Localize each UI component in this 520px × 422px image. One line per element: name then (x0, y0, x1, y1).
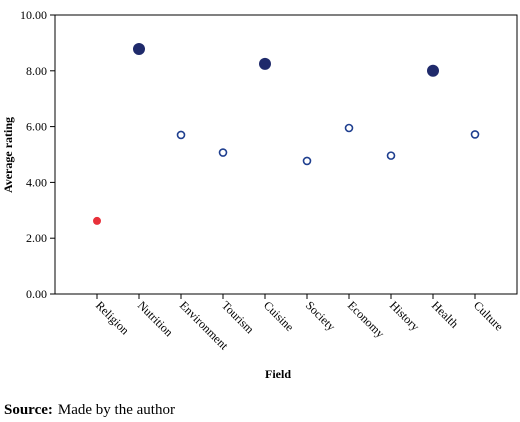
y-tick-label: 6.00 (26, 120, 47, 134)
point (386, 151, 396, 160)
point (133, 43, 145, 56)
point (344, 123, 354, 133)
x-tick-label: Nutrition (135, 298, 176, 339)
point (427, 64, 439, 77)
y-axis-label: Average rating (1, 117, 15, 193)
point (470, 130, 480, 139)
x-tick-label: Culture (471, 298, 506, 333)
x-tick-label: Health (429, 298, 462, 331)
y-tick-label: 10.00 (20, 8, 47, 22)
x-tick-label: Tourism (219, 298, 258, 337)
x-axis-label: Field (265, 367, 291, 381)
y-tick-label: 8.00 (26, 64, 47, 78)
source: Source: Made by the author (4, 402, 175, 418)
point (176, 130, 186, 140)
point (259, 57, 271, 70)
y-tick-label: 2.00 (26, 231, 47, 245)
plot-frame (54, 14, 518, 295)
y-tick-label: 4.00 (26, 175, 47, 189)
source-text: Made by the author (58, 402, 175, 418)
point (302, 156, 312, 166)
x-tick-label: Religion (93, 298, 132, 337)
source-label: Source: (4, 402, 53, 418)
y-tick-label: 0.00 (26, 287, 47, 301)
x-tick-label: History (387, 298, 422, 333)
x-tick-label: Economy (345, 298, 387, 340)
x-tick-label: Cuisine (261, 298, 297, 334)
x-tick-label: Society (303, 298, 338, 333)
point (93, 216, 101, 225)
point (218, 148, 228, 157)
